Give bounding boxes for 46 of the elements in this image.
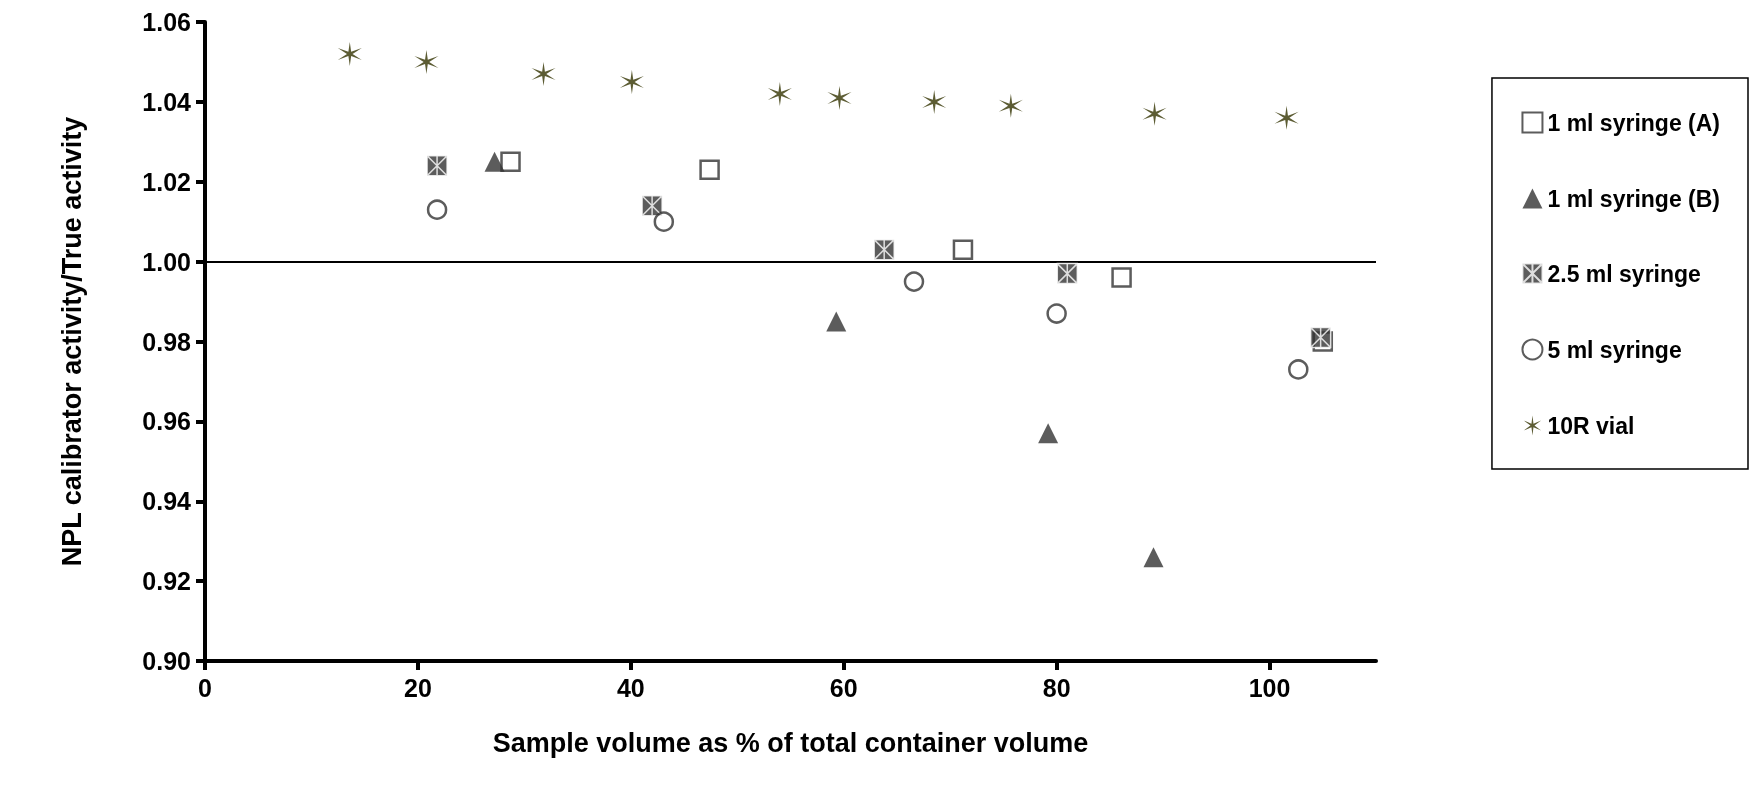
point — [426, 155, 448, 177]
legend-label: 5 ml syringe — [1547, 336, 1682, 363]
point — [827, 85, 852, 110]
point — [998, 93, 1023, 118]
point — [337, 41, 362, 66]
legend-label: 2.5 ml syringe — [1547, 260, 1701, 287]
x-tick-label: 20 — [404, 673, 432, 702]
y-tick-label: 0.96 — [142, 407, 191, 436]
x-tick-label: 60 — [829, 673, 858, 702]
point — [699, 159, 720, 181]
y-tick-label: 1.02 — [142, 167, 191, 196]
y-tick-label: 0.94 — [142, 487, 192, 516]
point — [1274, 105, 1299, 130]
legend-label: 10R vial — [1547, 412, 1635, 439]
point — [426, 199, 448, 220]
point — [414, 49, 439, 74]
legend-label: 1 ml syringe (A) — [1547, 109, 1720, 136]
x-tick-label: 80 — [1042, 673, 1071, 702]
y-tick-label: 0.90 — [142, 647, 191, 675]
point — [826, 311, 847, 332]
y-tick-label: 1.04 — [142, 87, 192, 116]
y-axis-title: NPL calibrator activity/True activity — [56, 116, 87, 567]
point — [1142, 101, 1167, 126]
point — [922, 89, 947, 114]
point — [1312, 331, 1334, 352]
y-tick-label: 1.06 — [142, 8, 191, 36]
point — [500, 151, 521, 173]
point — [1038, 423, 1059, 444]
point — [1111, 267, 1132, 288]
x-tick-label: 0 — [198, 673, 212, 702]
point — [531, 61, 556, 86]
point — [903, 271, 925, 292]
legend-label: 1 ml syringe (B) — [1547, 185, 1720, 212]
point — [1143, 547, 1164, 568]
x-tick-label: 40 — [616, 673, 645, 702]
y-tick-label: 0.98 — [142, 327, 192, 356]
point — [767, 81, 792, 106]
point — [1288, 359, 1309, 380]
point — [952, 239, 974, 260]
point — [653, 211, 675, 232]
y-tick-label: 0.92 — [142, 567, 191, 596]
y-tick-label: 1.00 — [142, 247, 191, 276]
x-axis-title: Sample volume as % of total container volume — [492, 727, 1089, 758]
x-tick-label: 100 — [1248, 673, 1291, 702]
point — [484, 151, 505, 172]
point — [1046, 303, 1067, 324]
